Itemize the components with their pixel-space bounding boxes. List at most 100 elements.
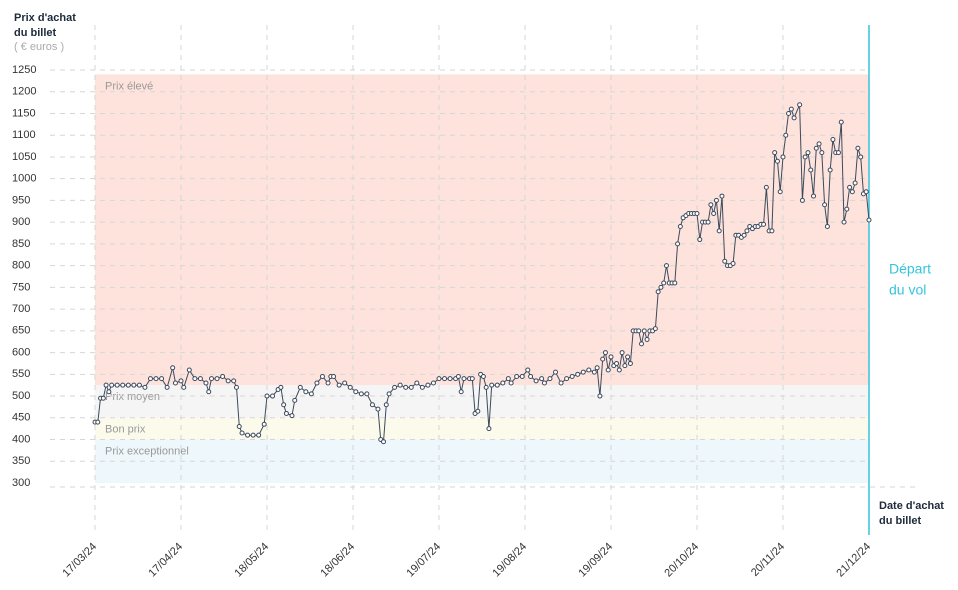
price-point xyxy=(769,228,775,234)
y-tick-label: 450 xyxy=(12,412,30,424)
price-point xyxy=(849,189,855,195)
price-point xyxy=(600,356,606,362)
price-point xyxy=(469,376,475,382)
x-tick-label: 17/03/24 xyxy=(60,541,99,580)
price-point xyxy=(569,373,575,379)
price-point xyxy=(214,376,220,382)
price-point xyxy=(425,382,431,388)
price-point xyxy=(436,376,442,382)
price-point xyxy=(705,219,711,225)
price-point xyxy=(283,410,289,416)
price-point xyxy=(461,376,467,382)
y-tick-label: 350 xyxy=(12,455,30,467)
price-point xyxy=(281,402,287,408)
price-point xyxy=(580,369,586,375)
price-point xyxy=(525,367,531,373)
price-point xyxy=(381,439,387,445)
price-point xyxy=(547,376,553,382)
price-point xyxy=(486,426,492,432)
price-point xyxy=(203,380,209,386)
x-title: du billet xyxy=(879,515,922,527)
price-point xyxy=(375,406,381,412)
price-point xyxy=(813,145,819,151)
price-point xyxy=(855,145,861,151)
price-point xyxy=(619,350,625,356)
price-point xyxy=(652,326,658,332)
price-point xyxy=(147,376,153,382)
price-point xyxy=(136,382,142,388)
price-point xyxy=(508,380,514,386)
price-point xyxy=(303,389,309,395)
price-point xyxy=(308,391,314,397)
price-point xyxy=(159,376,165,382)
price-point xyxy=(364,391,370,397)
price-point xyxy=(494,382,500,388)
y-tick-label: 900 xyxy=(12,216,30,228)
price-point xyxy=(103,382,109,388)
price-point xyxy=(641,328,647,334)
price-point xyxy=(575,371,581,377)
price-point xyxy=(383,402,389,408)
price-point xyxy=(597,393,603,399)
price-point xyxy=(331,373,337,379)
price-point xyxy=(336,382,342,388)
price-point xyxy=(358,391,364,397)
price-point xyxy=(722,258,728,264)
price-point xyxy=(594,365,600,371)
price-point xyxy=(786,110,792,116)
price-point xyxy=(109,382,115,388)
y-tick-label: 800 xyxy=(12,260,30,272)
price-point xyxy=(386,391,392,397)
x-tick-label: 19/09/24 xyxy=(576,541,615,580)
price-point xyxy=(197,376,203,382)
price-point xyxy=(799,197,805,203)
price-band xyxy=(95,385,869,418)
price-point xyxy=(106,389,112,395)
y-tick-label: 1000 xyxy=(12,173,36,185)
price-point xyxy=(780,154,786,160)
price-point xyxy=(206,389,212,395)
y-tick-label: 600 xyxy=(12,346,30,358)
departure-label: du vol xyxy=(889,282,926,298)
price-point xyxy=(480,373,486,379)
price-point xyxy=(625,354,631,360)
price-point xyxy=(250,432,256,438)
y-tick-label: 1150 xyxy=(12,107,36,119)
price-point xyxy=(741,232,747,238)
price-point xyxy=(114,382,120,388)
price-point xyxy=(777,189,783,195)
price-point xyxy=(663,263,669,269)
price-point xyxy=(353,389,359,395)
price-point xyxy=(419,384,425,390)
price-point xyxy=(541,380,547,386)
price-point xyxy=(677,224,683,230)
price-point xyxy=(558,380,564,386)
price-point xyxy=(591,369,597,375)
price-point xyxy=(233,384,239,390)
price-point xyxy=(783,132,789,138)
price-point xyxy=(528,373,534,379)
price-point xyxy=(852,180,858,186)
y-tick-label: 300 xyxy=(12,477,30,489)
price-point xyxy=(614,360,620,366)
price-point xyxy=(708,202,714,208)
price-point xyxy=(131,382,137,388)
y-title: du billet xyxy=(14,27,57,39)
y-unit: ( € euros ) xyxy=(14,41,64,53)
price-point xyxy=(827,167,833,173)
y-tick-label: 850 xyxy=(12,238,30,250)
price-point xyxy=(475,408,481,414)
price-point xyxy=(788,106,794,112)
price-point xyxy=(500,380,506,386)
x-tick-label: 19/08/24 xyxy=(490,541,529,580)
price-point xyxy=(791,115,797,121)
price-point xyxy=(455,373,461,379)
price-point xyxy=(442,376,448,382)
x-tick-label: 20/10/24 xyxy=(662,541,701,580)
price-point xyxy=(553,369,559,375)
price-point xyxy=(369,402,375,408)
price-point xyxy=(447,376,453,382)
price-point xyxy=(519,373,525,379)
price-point xyxy=(605,367,611,373)
